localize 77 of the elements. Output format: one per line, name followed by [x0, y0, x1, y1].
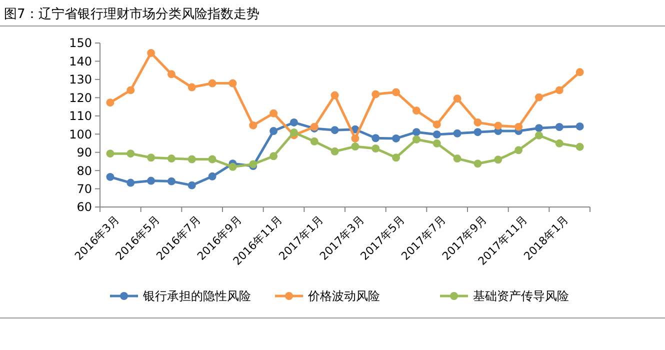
point	[555, 86, 564, 94]
point	[392, 88, 400, 96]
point	[330, 147, 339, 156]
point	[167, 177, 176, 186]
point	[432, 130, 441, 138]
point	[453, 129, 462, 138]
y-tick-label: 80	[76, 164, 92, 178]
point	[576, 142, 584, 151]
point	[392, 134, 400, 142]
point	[208, 155, 216, 164]
y-tick-label: 90	[76, 146, 92, 160]
point	[147, 154, 156, 162]
point	[576, 122, 584, 130]
point	[310, 137, 318, 146]
point	[474, 118, 482, 126]
point	[494, 122, 502, 130]
point	[188, 155, 196, 164]
point	[412, 135, 420, 144]
point	[453, 94, 462, 103]
y-tick-label: 110	[69, 109, 92, 124]
point	[534, 93, 543, 102]
point	[351, 134, 360, 142]
point	[228, 162, 237, 171]
point	[534, 131, 543, 140]
point	[270, 127, 278, 135]
point	[126, 178, 135, 187]
point	[106, 172, 114, 181]
point	[576, 68, 584, 76]
point	[188, 181, 196, 190]
legend-label: 基础资产传导风险	[473, 289, 569, 304]
point	[106, 98, 114, 107]
y-tick-label: 100	[69, 127, 92, 142]
point	[147, 49, 156, 58]
point	[249, 121, 258, 130]
point	[432, 139, 441, 148]
point	[412, 128, 420, 136]
point	[208, 172, 216, 180]
point	[534, 124, 543, 132]
point	[228, 79, 237, 88]
legend-label: 银行承担的隐性风险	[142, 289, 251, 304]
point	[126, 86, 135, 94]
point	[106, 150, 114, 158]
point	[372, 134, 380, 142]
point	[270, 152, 278, 160]
point	[453, 154, 462, 163]
point	[147, 176, 156, 185]
point	[290, 128, 298, 136]
point	[330, 126, 339, 134]
point	[514, 146, 523, 154]
point	[167, 70, 176, 78]
point	[494, 156, 502, 164]
point	[372, 90, 380, 98]
point	[555, 139, 564, 148]
point	[392, 154, 400, 162]
point	[208, 79, 216, 88]
point	[167, 154, 176, 163]
y-tick-label: 150	[69, 36, 92, 50]
y-tick-label: 140	[69, 54, 92, 68]
y-tick-label: 70	[76, 182, 92, 196]
point	[514, 122, 523, 131]
point	[351, 142, 360, 150]
point	[474, 128, 482, 136]
chart-title: 图7：辽宁省银行理财市场分类风险指数走势	[4, 6, 260, 22]
point	[330, 91, 339, 100]
y-tick-label: 60	[76, 200, 92, 214]
point	[432, 120, 441, 128]
point	[412, 106, 420, 115]
point	[372, 144, 380, 152]
point	[188, 83, 196, 92]
y-tick-label: 120	[69, 90, 92, 105]
point	[555, 123, 564, 131]
point	[270, 109, 278, 118]
legend-label: 价格波动风险	[307, 289, 380, 304]
y-tick-label: 130	[69, 72, 92, 87]
point	[126, 150, 135, 158]
point	[474, 160, 482, 168]
point	[290, 118, 298, 126]
